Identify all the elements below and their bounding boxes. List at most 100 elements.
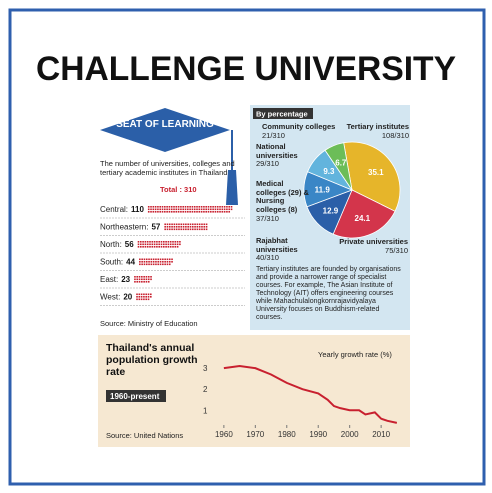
dot (164, 211, 166, 213)
chart-title: By percentage (256, 110, 308, 119)
category-label: North: (100, 240, 122, 249)
y-tick-label: 1 (203, 406, 208, 415)
dot (141, 276, 143, 278)
dot (152, 211, 155, 213)
dot (150, 296, 152, 298)
dot (185, 223, 187, 226)
value-label: 56 (125, 240, 134, 249)
dot (137, 241, 140, 243)
dot (143, 261, 146, 263)
dot (160, 241, 163, 243)
dot (216, 206, 219, 208)
dot (198, 211, 201, 213)
dot (189, 208, 191, 211)
dot (140, 293, 143, 296)
category-label: National universities (256, 142, 298, 160)
dot (191, 211, 194, 213)
dot (166, 223, 169, 226)
dot (198, 223, 201, 226)
dot (198, 226, 201, 228)
dot (136, 281, 139, 283)
dot (160, 243, 163, 246)
dot (221, 211, 224, 213)
dot (159, 263, 162, 266)
dot (219, 208, 221, 211)
dot (162, 263, 164, 266)
total-label: Total : 310 (160, 185, 197, 194)
dot (176, 241, 179, 243)
dot (145, 293, 148, 296)
dot (145, 281, 148, 283)
dot (200, 208, 203, 211)
dot (210, 206, 212, 208)
dot (193, 206, 196, 208)
dot (187, 211, 189, 213)
dot (170, 208, 173, 211)
dot (172, 241, 174, 243)
dot (164, 226, 166, 228)
dot (137, 243, 140, 246)
dot (184, 208, 187, 211)
legend-entry: Rajabhat universities 40/310 (256, 236, 326, 263)
dot (150, 211, 152, 213)
dot (166, 208, 168, 211)
dot (205, 223, 208, 226)
dot (167, 241, 170, 243)
subtitle: The number of universities, colleges and… (100, 159, 235, 177)
dot (153, 246, 156, 248)
fraction-label: 37/310 (256, 213, 279, 223)
dot (171, 258, 173, 261)
dot (145, 276, 148, 278)
dot (191, 223, 194, 226)
dot (187, 206, 189, 208)
dot (184, 211, 187, 213)
dot (207, 208, 210, 211)
dot (182, 223, 185, 226)
dot (191, 208, 194, 211)
dot (187, 208, 189, 211)
dot (203, 211, 205, 213)
dot (162, 258, 164, 261)
dot (193, 208, 196, 211)
dot (147, 206, 150, 208)
dot (193, 211, 196, 213)
dot (205, 206, 208, 208)
dot (175, 208, 178, 211)
dot (230, 206, 233, 208)
dot (194, 226, 196, 228)
dot (156, 243, 158, 246)
dot (136, 276, 139, 278)
dot (191, 206, 194, 208)
dot (150, 276, 152, 278)
dot (156, 246, 158, 248)
dot (196, 208, 198, 211)
dot (147, 278, 150, 281)
dot (142, 246, 144, 248)
dot (141, 258, 143, 261)
dot (143, 281, 145, 283)
dot (179, 243, 181, 246)
dot (201, 223, 203, 226)
dot (201, 228, 203, 231)
value-label: 57 (151, 223, 160, 232)
pie-slice (343, 141, 401, 212)
dot (156, 241, 158, 243)
dot (173, 211, 175, 213)
dot (166, 228, 169, 231)
category-label: Rajabhat universities (256, 236, 298, 254)
dot (143, 296, 145, 298)
dot (175, 223, 178, 226)
dot (171, 228, 173, 231)
dot (212, 211, 214, 213)
dot (147, 208, 150, 211)
dot (147, 298, 150, 301)
dot (136, 293, 138, 296)
dot (160, 246, 163, 248)
dot (147, 281, 150, 283)
dot (146, 246, 149, 248)
dot (164, 261, 166, 263)
legend-entry: Community colleges 21/310 (262, 122, 340, 140)
dot (174, 241, 177, 243)
dot (149, 246, 151, 248)
dot (189, 206, 191, 208)
